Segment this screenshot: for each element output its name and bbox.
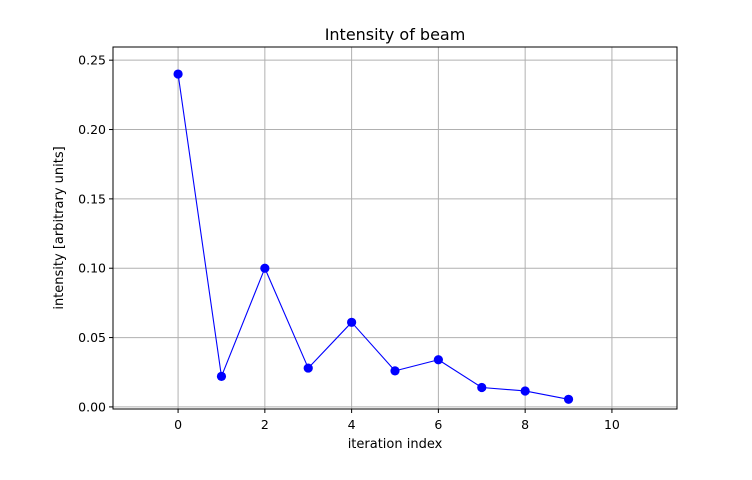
y-tick-label: 0.05	[78, 330, 106, 345]
x-tick-label: 10	[604, 417, 620, 432]
data-point	[520, 386, 530, 396]
series-group	[173, 69, 574, 404]
y-tick-label: 0.00	[78, 399, 106, 414]
y-tick-label: 0.10	[78, 261, 106, 276]
plot-frame	[112, 46, 678, 410]
data-point	[433, 355, 443, 365]
x-tick-label: 8	[521, 417, 529, 432]
x-tick-label: 2	[261, 417, 269, 432]
y-tick-label: 0.15	[78, 191, 106, 206]
data-point	[216, 371, 227, 382]
data-point	[477, 382, 487, 393]
y-tick-label: 0.25	[78, 53, 106, 68]
chart-title: Intensity of beam	[325, 25, 466, 44]
data-point	[173, 69, 183, 79]
data-point	[563, 394, 574, 404]
grid	[113, 47, 677, 409]
y-axis-label: intensity [arbitrary units]	[52, 146, 67, 309]
x-tick-label: 4	[348, 417, 356, 432]
x-axis-label: iteration index	[348, 437, 443, 452]
series-line	[177, 73, 569, 400]
data-point	[260, 263, 270, 273]
y-tick-label: 0.20	[78, 122, 106, 137]
x-tick-label: 0	[174, 417, 182, 432]
data-point	[390, 366, 400, 376]
x-tick-label: 6	[434, 417, 442, 432]
axes-ticks: 0 2 4 6 8 10 0.00 0.05 0.10 0.15 0.20 0.25	[78, 53, 620, 432]
data-point	[303, 363, 313, 373]
data-point	[347, 317, 357, 327]
